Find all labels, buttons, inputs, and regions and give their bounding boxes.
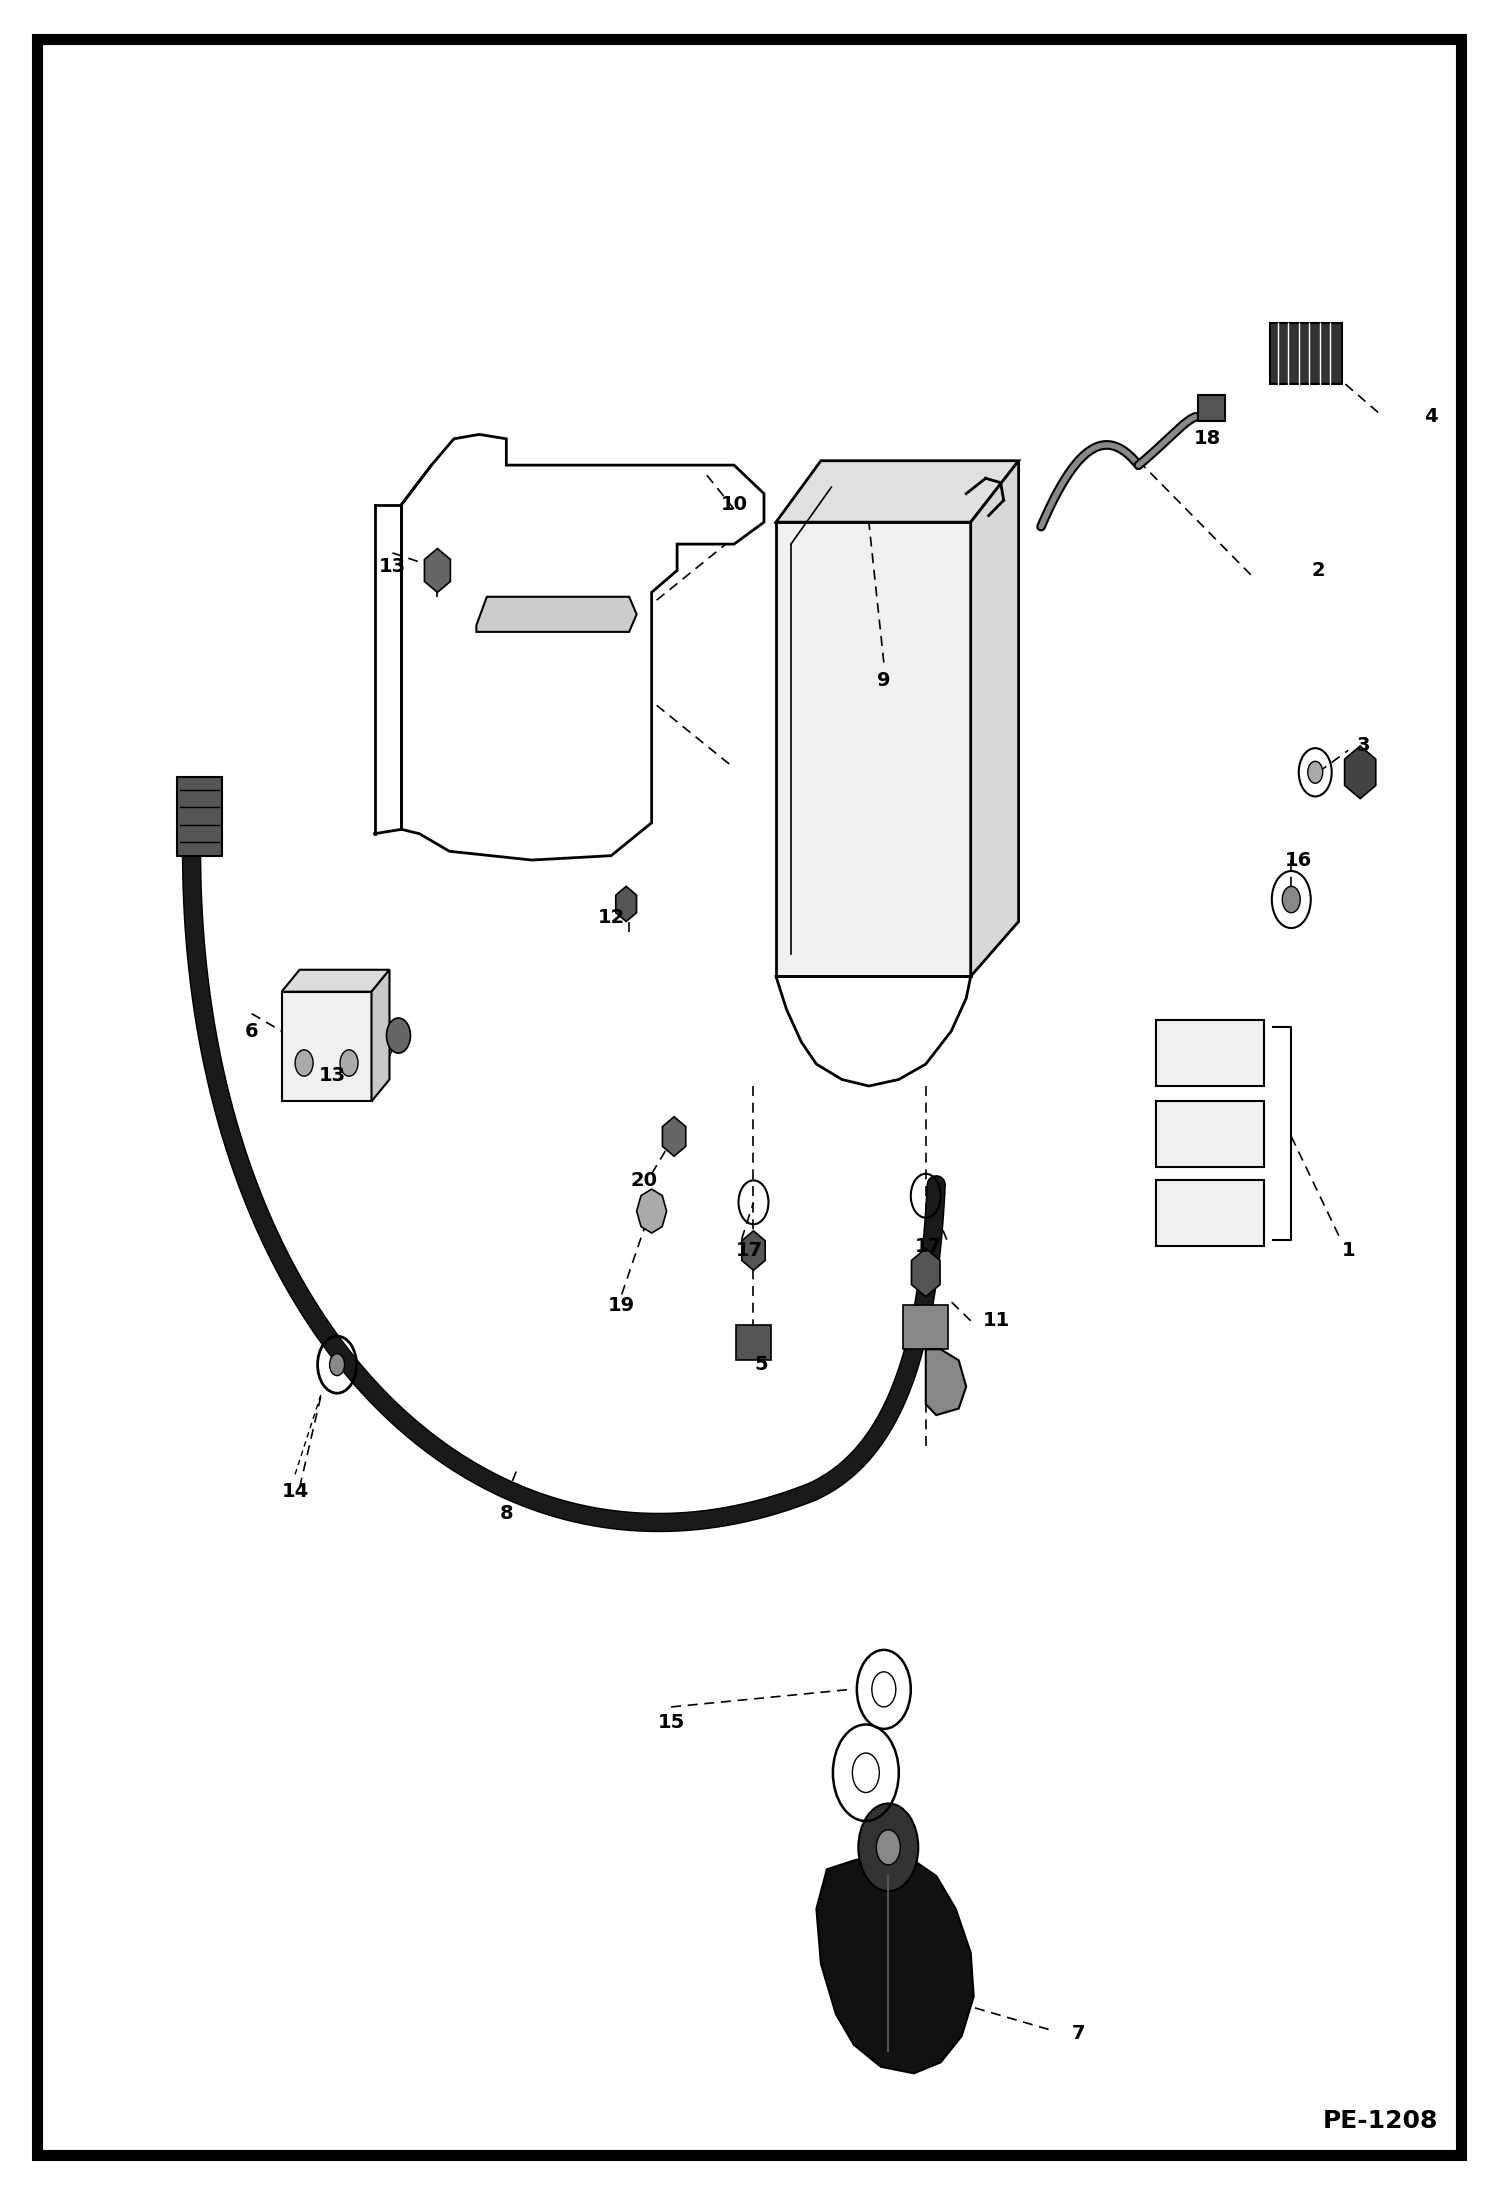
Polygon shape [662,1117,686,1156]
Polygon shape [911,1248,941,1297]
Polygon shape [1345,746,1375,799]
Bar [1270,323,1342,384]
Circle shape [872,1672,896,1707]
Polygon shape [776,461,1019,522]
Text: 18: 18 [1194,430,1221,448]
Text: 2: 2 [1311,562,1326,579]
Polygon shape [742,1231,765,1270]
Text: 17: 17 [915,1237,942,1255]
Circle shape [1308,761,1323,783]
Circle shape [386,1018,410,1053]
Polygon shape [476,597,637,632]
Text: 15: 15 [658,1714,685,1731]
Text: 12: 12 [598,908,625,926]
Circle shape [295,1051,313,1077]
Text: 19: 19 [608,1297,635,1314]
Bar [1156,1180,1264,1246]
Bar [736,1325,771,1360]
Text: 16: 16 [1285,851,1312,869]
Bar [903,1305,948,1349]
Polygon shape [282,970,389,992]
Text: 13: 13 [379,557,406,575]
Text: 11: 11 [983,1312,1010,1330]
Text: 5: 5 [753,1356,768,1373]
Polygon shape [971,461,1019,976]
Circle shape [852,1753,879,1792]
Text: 13: 13 [319,1066,346,1084]
Text: 7: 7 [1071,2025,1086,2043]
Text: 20: 20 [631,1172,658,1189]
Polygon shape [616,886,637,921]
Text: 4: 4 [1423,408,1438,426]
Bar [1198,395,1225,421]
Text: 8: 8 [499,1505,514,1523]
Polygon shape [637,1189,667,1233]
Bar [282,992,372,1101]
Bar [177,777,222,856]
Text: 1: 1 [1341,1242,1356,1259]
Polygon shape [401,434,764,860]
Bar [1156,1101,1264,1167]
Circle shape [330,1354,345,1376]
Text: 10: 10 [721,496,748,513]
Circle shape [876,1830,900,1865]
Circle shape [858,1803,918,1891]
Text: 6: 6 [244,1022,259,1040]
Circle shape [1282,886,1300,913]
Text: 9: 9 [876,671,891,689]
Text: PE-1208: PE-1208 [1323,2108,1438,2133]
Text: 3: 3 [1356,737,1371,755]
Text: 14: 14 [282,1483,309,1501]
Polygon shape [424,548,451,592]
Polygon shape [926,1349,966,1415]
Polygon shape [372,970,389,1101]
Text: 17: 17 [736,1242,762,1259]
Circle shape [340,1051,358,1077]
Bar [1156,1020,1264,1086]
Polygon shape [816,1854,974,2073]
Polygon shape [776,522,971,976]
